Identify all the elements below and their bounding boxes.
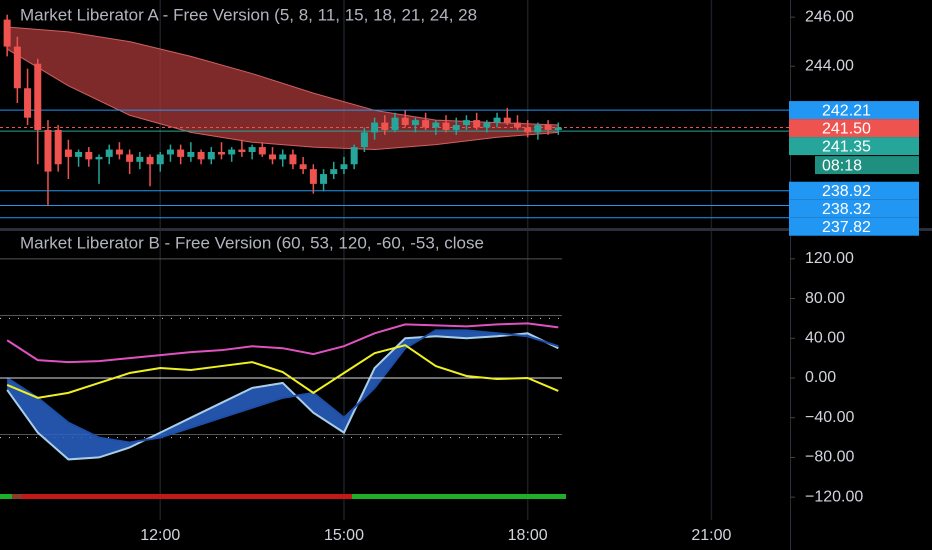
- candle-body: [432, 122, 440, 128]
- x-tick-label: 21:00: [691, 527, 731, 544]
- candle-body: [401, 117, 409, 126]
- signal-bar: [0, 494, 12, 499]
- price-label: 238.92: [822, 183, 871, 200]
- y-tick-label: 0.00: [805, 369, 836, 386]
- candle-body: [156, 154, 164, 165]
- price-label-box: [789, 181, 919, 200]
- candle-body: [442, 122, 450, 130]
- candle-body: [187, 152, 195, 157]
- y-tick-label: −40.00: [805, 409, 854, 426]
- candle-body: [462, 120, 470, 126]
- candle-body: [24, 88, 32, 118]
- price-label-box: [789, 101, 919, 120]
- chart-title: Market Liberator B - Free Version (60, 5…: [20, 233, 484, 252]
- candle-body: [44, 129, 52, 172]
- candle-body: [177, 149, 185, 157]
- price-label: 241.50: [822, 120, 871, 137]
- oscillator-panel: [0, 258, 562, 498]
- y-tick-label: 244.00: [805, 57, 854, 74]
- candle-body: [54, 129, 62, 165]
- candle-body: [115, 149, 123, 155]
- candle-body: [207, 152, 215, 160]
- candle-body: [105, 149, 113, 157]
- candle-body: [360, 132, 368, 148]
- candle-body: [197, 152, 205, 160]
- series-line: [6, 344, 559, 399]
- candle-body: [13, 46, 21, 89]
- candle-body: [513, 122, 521, 128]
- candle-body: [34, 63, 42, 130]
- price-label: 237.82: [822, 219, 871, 236]
- candle-body: [473, 120, 481, 128]
- price-panel: [0, 14, 790, 219]
- price-label-box: [789, 137, 919, 156]
- price-label-box: [789, 217, 919, 236]
- candle-body: [309, 169, 317, 184]
- y-tick-label: 40.00: [805, 329, 845, 346]
- series-line: [6, 322, 559, 364]
- candle-body: [136, 156, 144, 162]
- candle-body: [503, 117, 511, 123]
- candle-body: [381, 122, 389, 130]
- y-tick-label: −80.00: [805, 449, 854, 466]
- candle-body: [146, 156, 154, 165]
- candle-body: [320, 174, 328, 184]
- candle-body: [269, 154, 277, 160]
- price-label-box: [789, 199, 919, 218]
- candle-body: [228, 149, 236, 155]
- countdown: 08:18: [822, 157, 862, 174]
- candle-body: [524, 127, 532, 133]
- price-label: 242.21: [822, 102, 871, 119]
- candle-body: [289, 154, 297, 165]
- cloud-slow: [6, 329, 559, 444]
- candle-body: [279, 154, 287, 160]
- signal-bar: [12, 494, 22, 499]
- signal-bar: [22, 494, 352, 499]
- candle-body: [493, 117, 501, 123]
- x-tick-label: 15:00: [324, 527, 364, 544]
- candle-body: [258, 147, 266, 155]
- y-tick-label: 246.00: [805, 8, 854, 25]
- candle-body: [75, 152, 83, 157]
- candle-body: [85, 152, 93, 160]
- candle-body: [166, 149, 174, 155]
- candle-body: [534, 125, 542, 133]
- countdown-box: [815, 156, 919, 175]
- x-tick-label: 18:00: [508, 527, 548, 544]
- candle-body: [483, 122, 491, 128]
- x-tick-label: 12:00: [140, 527, 180, 544]
- price-label: 241.35: [822, 138, 871, 155]
- candle-body: [248, 147, 256, 152]
- candle-body: [299, 164, 307, 170]
- candle-body: [126, 154, 134, 162]
- chart-title: Market Liberator A - Free Version (5, 8,…: [20, 5, 477, 24]
- y-tick-label: 80.00: [805, 290, 845, 307]
- candle-body: [3, 19, 11, 47]
- candle-body: [217, 152, 225, 155]
- candle-body: [64, 149, 72, 157]
- candle-body: [411, 120, 419, 126]
- candle-body: [238, 149, 246, 152]
- candle-body: [95, 156, 103, 160]
- candle-body: [391, 117, 399, 130]
- candle-body: [422, 120, 430, 128]
- candle-body: [544, 125, 552, 130]
- signal-bar: [352, 494, 566, 499]
- candle-body: [554, 127, 562, 130]
- candle-body: [350, 147, 358, 165]
- candle-body: [340, 164, 348, 170]
- y-tick-label: −120.00: [805, 488, 863, 505]
- candle-body: [452, 125, 460, 130]
- price-label: 238.32: [822, 201, 871, 218]
- candle-body: [330, 169, 338, 175]
- cloud-fast: [6, 332, 559, 461]
- candle-body: [371, 122, 379, 133]
- cloud: [7, 330, 559, 460]
- price-label-box: [789, 119, 919, 138]
- y-tick-label: 120.00: [805, 250, 854, 267]
